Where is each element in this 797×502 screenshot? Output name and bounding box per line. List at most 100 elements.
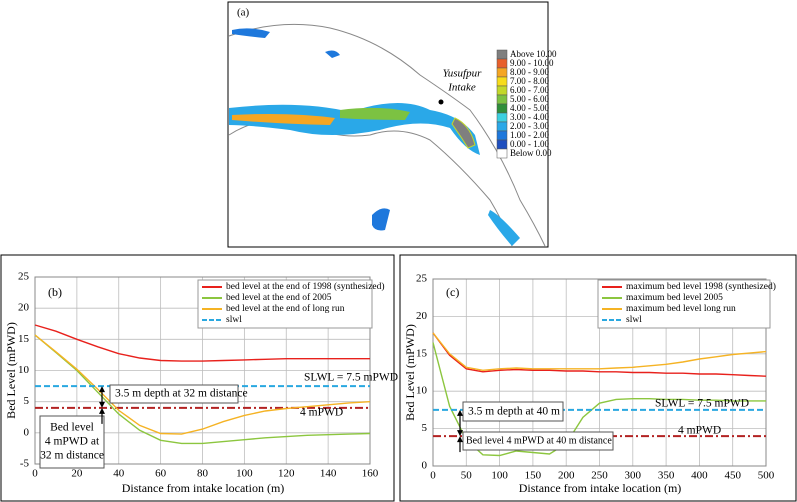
legend-swatch bbox=[496, 148, 508, 159]
panel-label: (a) bbox=[237, 7, 250, 19]
site-label: Intake bbox=[447, 82, 476, 94]
legend-box bbox=[197, 279, 373, 329]
legend-swatch bbox=[496, 76, 508, 87]
annotation: 4 mPWD bbox=[678, 425, 721, 437]
x-tick-label: 50 bbox=[461, 470, 473, 482]
y-tick-label: 20 bbox=[18, 302, 30, 314]
depth-area bbox=[325, 50, 340, 58]
x-tick-label: 120 bbox=[278, 468, 295, 480]
legend-label: 3.00 - 4.00 bbox=[510, 112, 549, 122]
annotation-box bbox=[109, 384, 239, 404]
y-tick-label: 5 bbox=[422, 422, 428, 434]
legend-label: maximum bed level long run bbox=[626, 304, 736, 314]
annotation: SLWL = 7.5 mPWD bbox=[304, 372, 398, 384]
x-tick-label: 300 bbox=[625, 470, 642, 482]
arrow-head bbox=[99, 407, 105, 414]
annotation-box bbox=[462, 401, 564, 422]
legend-label: 9.00 - 10.00 bbox=[510, 58, 554, 68]
legend-label: slwl bbox=[226, 315, 242, 325]
x-tick-label: 60 bbox=[155, 468, 167, 480]
x-tick-label: 140 bbox=[320, 468, 337, 480]
annotation: 4 mPWD bbox=[300, 407, 343, 419]
legend-label: bed level at the end of long run bbox=[226, 303, 345, 314]
arrow-head bbox=[99, 386, 105, 408]
map-panel: (a) Yusufpur Intake Above 10.009.00 - 10… bbox=[227, 1, 557, 248]
annotation-box bbox=[39, 415, 105, 469]
x-tick-label: 500 bbox=[758, 470, 775, 482]
plot-area bbox=[432, 278, 767, 467]
legend-swatch bbox=[496, 49, 508, 60]
y-tick-label: 5 bbox=[24, 395, 30, 407]
legend-swatch bbox=[496, 130, 508, 141]
chart-frame bbox=[399, 254, 797, 502]
series-line bbox=[34, 334, 371, 445]
legend-label: 4.00 - 5.00 bbox=[510, 103, 549, 113]
y-tick-label: 25 bbox=[18, 271, 30, 283]
panel-label: (c) bbox=[446, 285, 459, 299]
x-tick-label: 0 bbox=[32, 468, 38, 480]
x-tick-label: 250 bbox=[591, 470, 608, 482]
annotation: Bed level bbox=[50, 422, 94, 434]
legend-swatch bbox=[496, 85, 508, 96]
legend-label: slwl bbox=[626, 315, 642, 325]
y-tick-label: 20 bbox=[416, 310, 428, 322]
x-tick-label: 450 bbox=[724, 470, 741, 482]
legend-label: 8.00 - 9.00 bbox=[510, 67, 549, 77]
annotation-box bbox=[462, 431, 614, 451]
annotation: 3.5 m depth at 32 m distance bbox=[115, 388, 248, 400]
x-axis-label: Distance from intake location (m) bbox=[519, 481, 682, 495]
y-tick-label: -5 bbox=[20, 458, 30, 470]
depth-area bbox=[232, 114, 335, 125]
legend-label: bed level at the end of 1998 (synthesize… bbox=[226, 281, 385, 292]
legend-label: 0.00 - 1.00 bbox=[510, 139, 549, 149]
series-line bbox=[432, 342, 766, 457]
annotation: SLWL = 7.5 mPWD bbox=[655, 398, 749, 410]
series-line bbox=[34, 324, 370, 362]
legend-label: 5.00 - 6.00 bbox=[510, 94, 549, 104]
legend-swatch bbox=[496, 112, 508, 123]
x-axis-label: Distance from intake location (m) bbox=[122, 481, 285, 495]
legend-label: 2.00 - 3.00 bbox=[510, 121, 549, 131]
x-tick-label: 100 bbox=[236, 468, 253, 480]
y-tick-label: 0 bbox=[422, 460, 428, 472]
x-tick-label: 400 bbox=[691, 470, 708, 482]
x-tick-label: 40 bbox=[113, 468, 125, 480]
legend-label: Below 0.00 bbox=[510, 148, 552, 158]
legend-swatch bbox=[496, 103, 508, 114]
y-tick-label: 10 bbox=[18, 364, 30, 376]
legend-swatch bbox=[496, 139, 508, 150]
y-axis-label: Bed Level (mPWD) bbox=[4, 322, 18, 419]
river-bank bbox=[228, 23, 546, 247]
arrow-head bbox=[457, 409, 463, 437]
y-tick-label: 15 bbox=[18, 333, 30, 345]
series-line bbox=[34, 334, 371, 435]
legend-box bbox=[597, 279, 771, 329]
depth-area bbox=[232, 28, 270, 38]
annotation: Bed level 4 mPWD at 40 m distance bbox=[466, 435, 612, 446]
depth-area bbox=[451, 117, 476, 149]
y-tick-label: 15 bbox=[416, 347, 428, 359]
depth-area bbox=[340, 107, 410, 120]
legend-label: maximum bed level 2005 bbox=[626, 293, 723, 303]
x-tick-label: 80 bbox=[197, 468, 209, 480]
legend-label: bed level at the end of 2005 bbox=[226, 292, 332, 303]
chart-frame bbox=[0, 254, 395, 502]
panel-label: (b) bbox=[48, 285, 62, 299]
x-tick-label: 200 bbox=[558, 470, 575, 482]
plot-area bbox=[34, 276, 371, 465]
legend-label: 1.00 - 2.00 bbox=[510, 130, 549, 140]
y-axis-label: Bed Level (mPWD) bbox=[403, 324, 417, 421]
y-tick-label: 0 bbox=[24, 426, 30, 438]
annotation: 32 m distance bbox=[40, 450, 104, 462]
legend-label: 7.00 - 8.00 bbox=[510, 76, 549, 86]
depth-area bbox=[372, 208, 390, 231]
x-tick-label: 350 bbox=[658, 470, 675, 482]
legend-swatch bbox=[496, 67, 508, 78]
y-tick-label: 10 bbox=[416, 385, 428, 397]
x-tick-label: 0 bbox=[430, 470, 436, 482]
legend-swatch bbox=[496, 94, 508, 105]
legend-label: 6.00 - 7.00 bbox=[510, 85, 549, 95]
y-tick-label: 25 bbox=[416, 273, 428, 285]
